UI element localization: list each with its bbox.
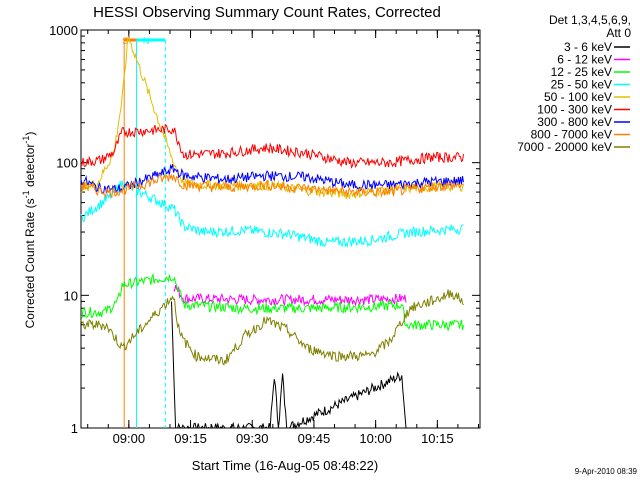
flag-label-S: S: [122, 36, 128, 46]
y-axis-label-main: Corrected Count Rate (s: [23, 198, 37, 328]
chart-title: HESSI Observing Summary Count Rates, Cor…: [93, 4, 441, 21]
legend-title-line2: Att 0: [606, 26, 631, 40]
x-tick-label: 09:45: [298, 431, 331, 446]
plot-area: 1 10 100 1000 09:00 09:15 09:30 09:45 10:00 10:15…: [49, 23, 481, 446]
x-tick-label: 10:15: [421, 431, 454, 446]
legend-title-line1: Det 1,3,4,5,6,9,: [549, 13, 631, 27]
y-tick-label: 1: [71, 421, 78, 436]
legend-entry-label: 300 - 800 keV: [537, 115, 612, 129]
y-axis-label: Corrected Count Rate (s-1 detector-1): [21, 132, 37, 329]
x-axis-label: Start Time (16-Aug-05 08:48:22): [192, 458, 378, 473]
plot-frame: [80, 29, 481, 429]
flag-label-N: N: [143, 36, 150, 46]
series-line-3: [80, 180, 464, 249]
legend-entry-label: 100 - 300 keV: [537, 103, 612, 117]
series-line-6: [80, 163, 464, 195]
legend-entry-label: 50 - 100 keV: [544, 90, 612, 104]
y-axis-label-sup1: -1: [21, 190, 31, 198]
x-tick-label: 09:30: [236, 431, 269, 446]
series-line-8: [80, 289, 464, 366]
y-tick-label: 1000: [49, 23, 78, 38]
y-axis-label-sup2: -1: [21, 136, 31, 144]
y-tick-label: 10: [64, 288, 78, 303]
series-line-7: [80, 173, 464, 199]
y-axis-label-end: ): [23, 132, 37, 136]
legend-entry-label: 3 - 6 keV: [564, 40, 612, 54]
legend-entry-label: 800 - 7000 keV: [531, 128, 612, 142]
legend-entry-label: 12 - 25 keV: [551, 65, 612, 79]
x-tick-label: 09:15: [174, 431, 207, 446]
y-axis-label-mid: detector: [23, 144, 37, 191]
legend-entry-label: 25 - 50 keV: [551, 78, 612, 92]
legend-entry-label: 6 - 12 keV: [557, 53, 612, 67]
y-tick-label: 100: [56, 156, 78, 171]
series-line-5: [80, 123, 464, 169]
date-stamp: 9-Apr-2010 08:39: [575, 467, 638, 476]
series-line-2: [80, 272, 464, 332]
x-tick-label: 09:00: [113, 431, 146, 446]
series-line-4: [80, 36, 464, 199]
series-line-0: [171, 301, 407, 430]
legend-entry-label: 7000 - 20000 keV: [517, 140, 612, 154]
x-tick-label: 10:00: [359, 431, 392, 446]
